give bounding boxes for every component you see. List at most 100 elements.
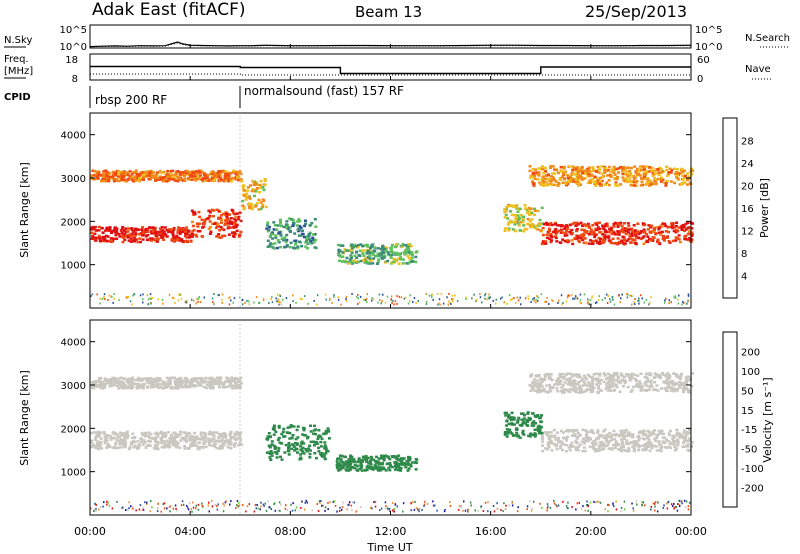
power-cell [507, 229, 511, 232]
power-cell [557, 182, 561, 185]
power-cell [662, 222, 666, 225]
power-cell [355, 244, 358, 248]
velocity-cell [557, 439, 561, 442]
velocity-cell [353, 463, 357, 466]
velocity-cell [315, 442, 319, 445]
power-cell [533, 207, 536, 211]
velocity-cell [208, 443, 212, 447]
velocity-cell [678, 377, 682, 380]
velocity-cell [210, 438, 214, 442]
power-cell [316, 303, 318, 306]
power-cell [282, 225, 286, 229]
power-cell [440, 292, 443, 295]
velocity-cell [227, 380, 231, 383]
power-cell [94, 236, 98, 240]
power-cell [384, 301, 387, 304]
velocity-cell [573, 433, 577, 436]
power-cell [184, 239, 188, 243]
velocity-cell [681, 382, 685, 386]
power-cell [586, 174, 590, 178]
velocity-cell [317, 429, 321, 432]
velocity-cell [393, 456, 397, 459]
power-cell [233, 221, 237, 224]
velocity-cell [655, 449, 659, 452]
velocity-cell [645, 380, 649, 384]
power-cell [550, 239, 553, 242]
power-cell [313, 299, 315, 302]
velocity-cell [349, 463, 353, 466]
power-cell [600, 165, 604, 168]
power-cell [104, 229, 108, 232]
power-cell [509, 210, 512, 213]
velocity-cell [138, 508, 141, 511]
power-cell [691, 222, 694, 225]
power-cell [137, 175, 141, 178]
power-cell [341, 251, 345, 254]
power-cell [609, 226, 613, 230]
velocity-cell [617, 447, 621, 451]
power-cell [593, 175, 597, 179]
power-cell [504, 213, 508, 217]
power-cell [563, 239, 567, 243]
power-cell [237, 235, 241, 238]
power-cell [672, 229, 676, 233]
power-cell [567, 178, 571, 182]
power-cell [403, 253, 407, 256]
velocity-cell [294, 509, 297, 512]
power-cell [530, 218, 534, 221]
velocity-cell [606, 389, 610, 392]
power-cell [237, 172, 241, 175]
power-cell [261, 203, 265, 207]
velocity-cell [270, 451, 274, 455]
velocity-cell [661, 436, 665, 439]
velocity-cell [239, 381, 243, 385]
power-cell [578, 234, 582, 238]
power-cell [649, 179, 653, 183]
velocity-cell [187, 384, 191, 388]
velocity-cell [555, 444, 559, 447]
power-cell [587, 171, 591, 174]
power-cell [670, 223, 674, 227]
velocity-cell [575, 448, 579, 451]
power-cell [530, 225, 534, 229]
velocity-cell [163, 446, 166, 449]
power-cell [242, 207, 246, 210]
power-cell [612, 242, 616, 245]
velocity-cell [402, 461, 406, 465]
power-cell [350, 247, 354, 250]
power-cell [475, 298, 478, 301]
power-cell [583, 293, 586, 296]
power-cell [523, 227, 527, 231]
power-cell [224, 170, 228, 173]
velocity-cell [335, 460, 339, 463]
velocity-cell [240, 443, 243, 446]
velocity-cell [124, 386, 127, 390]
power-cell [230, 208, 234, 212]
power-cell [691, 169, 694, 172]
power-cell [587, 300, 589, 303]
power-cell [234, 225, 238, 228]
velocity-cell [207, 442, 211, 445]
power-cell [668, 302, 670, 305]
date-title: 25/Sep/2013 [585, 2, 687, 21]
velocity-cell [301, 451, 305, 454]
power-cell [361, 244, 365, 248]
power-cell [401, 243, 405, 246]
power-cell [160, 236, 164, 239]
power-cell [656, 226, 660, 229]
power-cell [554, 180, 558, 183]
velocity-cell [377, 460, 381, 463]
velocity-cell [102, 432, 106, 435]
velocity-cell [213, 444, 216, 447]
velocity-cell [616, 380, 620, 384]
velocity-cell [184, 438, 188, 441]
power-cell [495, 298, 497, 301]
velocity-cell [538, 378, 542, 381]
power-cell [583, 177, 587, 180]
power-cell [559, 165, 563, 169]
power-cell [521, 219, 525, 222]
velocity-cell [628, 379, 632, 382]
velocity-cell [299, 456, 303, 459]
power-cell [358, 254, 362, 257]
velocity-cell [504, 508, 507, 511]
